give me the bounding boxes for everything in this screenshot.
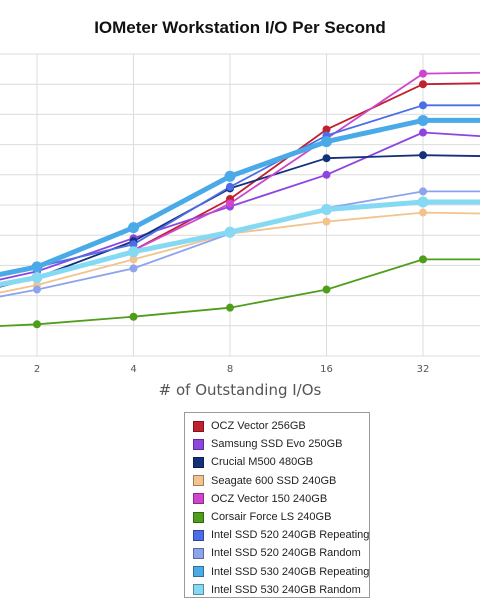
legend-item-intel-ssd-530-240gb-random: Intel SSD 530 240GB Random bbox=[185, 581, 369, 599]
data-point-ocz-vector-256gb bbox=[419, 80, 427, 89]
legend-label: Crucial M500 480GB bbox=[211, 456, 314, 469]
legend-item-samsung-ssd-evo-250gb: Samsung SSD Evo 250GB bbox=[185, 435, 369, 453]
data-point-intel-ssd-530-240gb-repeating bbox=[128, 222, 139, 234]
data-point-samsung-ssd-evo-250gb bbox=[322, 170, 331, 179]
data-point-intel-ssd-530-240gb-repeating bbox=[321, 136, 332, 148]
data-point-intel-ssd-520-240gb-repeating bbox=[129, 240, 138, 249]
legend-label: Intel SSD 520 240GB Repeating bbox=[211, 529, 370, 542]
x-tick-label: 8 bbox=[227, 364, 233, 375]
data-point-intel-ssd-530-240gb-repeating bbox=[224, 170, 236, 182]
data-point-intel-ssd-520-240gb-repeating bbox=[226, 182, 234, 191]
legend-label: Intel SSD 530 240GB Random bbox=[211, 583, 361, 596]
data-point-intel-ssd-530-240gb-random bbox=[224, 226, 236, 238]
legend-label: Samsung SSD Evo 250GB bbox=[211, 438, 343, 451]
legend-swatch bbox=[193, 493, 204, 505]
data-point-ocz-vector-150-240gb bbox=[419, 69, 427, 78]
data-point-intel-ssd-520-240gb-random bbox=[129, 264, 138, 273]
data-point-corsair-force-ls-240gb bbox=[129, 312, 138, 321]
data-point-samsung-ssd-evo-250gb bbox=[419, 128, 427, 137]
data-point-intel-ssd-530-240gb-repeating bbox=[31, 261, 43, 273]
data-point-seagate-600-ssd-240gb bbox=[129, 255, 138, 264]
x-axis-label: # of Outstanding I/Os bbox=[158, 381, 322, 399]
legend-label: Seagate 600 SSD 240GB bbox=[211, 474, 337, 487]
series-points bbox=[31, 69, 429, 329]
data-point-ocz-vector-256gb bbox=[322, 125, 331, 134]
legend-swatch bbox=[193, 566, 204, 578]
legend-swatch bbox=[193, 511, 204, 523]
legend-swatch bbox=[193, 438, 204, 450]
data-point-corsair-force-ls-240gb bbox=[419, 255, 427, 264]
legend-label: Corsair Force LS 240GB bbox=[211, 511, 332, 524]
series-line-ocz-vector-150-240gb bbox=[0, 71, 480, 286]
legend-label: Intel SSD 520 240GB Random bbox=[211, 547, 361, 560]
legend-item-corsair-force-ls-240gb: Corsair Force LS 240GB bbox=[185, 508, 369, 526]
legend-label: OCZ Vector 256GB bbox=[211, 420, 306, 433]
data-point-intel-ssd-530-240gb-random bbox=[321, 204, 332, 216]
data-point-intel-ssd-530-240gb-repeating bbox=[417, 114, 429, 126]
series-line-intel-ssd-520-240gb-random bbox=[0, 190, 480, 298]
data-point-ocz-vector-150-240gb bbox=[226, 199, 234, 208]
legend-item-intel-ssd-530-240gb-repeating: Intel SSD 530 240GB Repeating bbox=[185, 563, 369, 581]
data-point-intel-ssd-520-240gb-random bbox=[33, 285, 41, 294]
data-point-intel-ssd-530-240gb-random bbox=[128, 246, 139, 258]
data-point-seagate-600-ssd-240gb bbox=[322, 217, 331, 226]
data-point-corsair-force-ls-240gb bbox=[33, 320, 41, 329]
data-point-intel-ssd-520-240gb-random bbox=[419, 187, 427, 196]
chart-title: IOMeter Workstation I/O Per Second bbox=[94, 18, 386, 37]
legend-swatch bbox=[193, 456, 204, 468]
x-tick-label: 16 bbox=[320, 364, 333, 375]
x-tick-label: 4 bbox=[130, 364, 136, 375]
line-chart: 2 4 8 16 32 bbox=[0, 53, 480, 375]
legend-swatch bbox=[193, 529, 204, 541]
legend-swatch bbox=[193, 475, 204, 487]
legend-item-ocz-vector-256gb: OCZ Vector 256GB bbox=[185, 417, 369, 435]
data-point-crucial-m500-480gb bbox=[322, 154, 331, 163]
x-tick-labels: 2 4 8 16 32 bbox=[34, 364, 430, 375]
legend-item-intel-ssd-520-240gb-random: Intel SSD 520 240GB Random bbox=[185, 544, 369, 562]
data-point-corsair-force-ls-240gb bbox=[322, 285, 331, 294]
legend: OCZ Vector 256GB Samsung SSD Evo 250GB Cru… bbox=[184, 412, 370, 598]
legend-item-intel-ssd-520-240gb-repeating: Intel SSD 520 240GB Repeating bbox=[185, 526, 369, 544]
data-point-corsair-force-ls-240gb bbox=[226, 303, 234, 312]
data-point-crucial-m500-480gb bbox=[419, 151, 427, 160]
legend-item-crucial-m500-480gb: Crucial M500 480GB bbox=[185, 453, 369, 471]
data-point-seagate-600-ssd-240gb bbox=[419, 208, 427, 217]
legend-swatch bbox=[193, 584, 204, 596]
x-tick-label: 32 bbox=[417, 364, 430, 375]
legend-item-seagate-600-ssd-240gb: Seagate 600 SSD 240GB bbox=[185, 472, 369, 490]
data-point-intel-ssd-520-240gb-repeating bbox=[419, 101, 427, 110]
data-point-intel-ssd-530-240gb-random bbox=[417, 196, 429, 208]
grid bbox=[0, 53, 480, 357]
series-lines bbox=[0, 71, 480, 327]
legend-label: OCZ Vector 150 240GB bbox=[211, 492, 328, 505]
legend-swatch bbox=[193, 420, 204, 432]
legend-item-ocz-vector-150-240gb: OCZ Vector 150 240GB bbox=[185, 490, 369, 508]
x-tick-label: 2 bbox=[34, 364, 40, 375]
legend-swatch bbox=[193, 547, 204, 559]
data-point-intel-ssd-530-240gb-random bbox=[31, 271, 43, 283]
legend-label: Intel SSD 530 240GB Repeating bbox=[211, 565, 370, 578]
